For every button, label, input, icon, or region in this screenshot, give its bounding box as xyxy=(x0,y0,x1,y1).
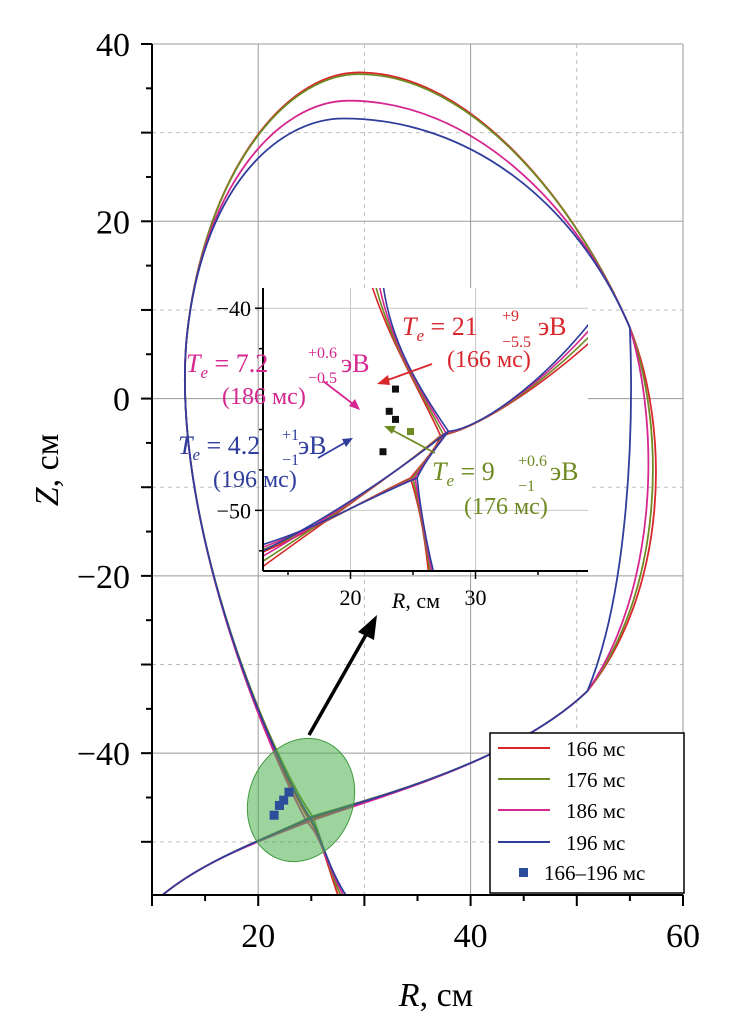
inset-measurement-point xyxy=(385,407,393,415)
inset-x-tick-label: 30 xyxy=(465,585,487,610)
svg-text:166–196 мс: 166–196 мс xyxy=(544,861,645,885)
inset-grid xyxy=(263,288,588,571)
svg-text:эВ: эВ xyxy=(341,349,370,378)
svg-text:Te = 4.2: Te = 4.2 xyxy=(178,431,260,464)
inset-strike-leg-inner xyxy=(263,477,418,546)
legend: 166 мс 176 мс 186 мс 196 мс 166–196 мс xyxy=(489,732,685,894)
legend-box xyxy=(489,732,685,894)
y-axis-label: Z, см xyxy=(29,434,66,507)
inset-measurement-point xyxy=(379,448,387,456)
svg-text:−5.5: −5.5 xyxy=(502,334,531,351)
inset-ticks: 20 30 −40 −50 xyxy=(217,296,539,610)
main-measurement-points xyxy=(269,787,294,820)
inset-upper-leg xyxy=(379,288,447,434)
x-point-highlight xyxy=(246,737,356,863)
svg-text:Te = 7.2: Te = 7.2 xyxy=(186,349,268,382)
inset-points xyxy=(379,385,414,456)
inset-lower-leg xyxy=(263,430,449,552)
inset-measurement-point xyxy=(392,415,399,423)
annotation-196: Te = 4.2 +1 −1 эВ (196 мс) xyxy=(178,427,327,493)
svg-text:−0.5: −0.5 xyxy=(308,370,337,387)
svg-text:196 мс: 196 мс xyxy=(566,831,625,855)
legend-item-186: 186 мс xyxy=(498,799,625,823)
main-ticks: 20 40 60 40 20 0 −20 −40 xyxy=(77,27,700,955)
x-tick-label: 60 xyxy=(666,918,700,955)
svg-text:(196 мс): (196 мс) xyxy=(213,467,297,493)
svg-text:176 мс: 176 мс xyxy=(566,768,625,792)
measurement-point xyxy=(284,787,294,797)
svg-text:(166 мс): (166 мс) xyxy=(447,347,531,373)
y-tick-label: −20 xyxy=(77,559,130,596)
svg-text:Te = 21: Te = 21 xyxy=(402,312,478,345)
svg-text:186 мс: 186 мс xyxy=(566,799,625,823)
inset-y-tick-label: −40 xyxy=(217,296,251,321)
legend-item-196: 196 мс xyxy=(498,831,625,855)
measurement-point xyxy=(274,800,284,810)
y-tick-label: 0 xyxy=(113,382,130,419)
inset-connector xyxy=(416,430,450,479)
svg-text:(176 мс): (176 мс) xyxy=(464,494,548,520)
annotation-166: Te = 21 +9 −5.5 эВ (166 мс) xyxy=(402,308,567,373)
legend-item-176: 176 мс xyxy=(498,768,625,792)
inset-upper-leg xyxy=(371,288,442,436)
inset-curves xyxy=(263,288,588,571)
x-tick-label: 40 xyxy=(454,918,488,955)
inset-right-leg xyxy=(448,323,588,433)
measurement-point xyxy=(279,795,289,805)
svg-text:(186 мс): (186 мс) xyxy=(222,384,306,410)
svg-text:эВ: эВ xyxy=(550,457,579,486)
legend-item-points: 166–196 мс xyxy=(519,861,645,885)
annotation-176: Te = 9 +0.6 −1 эВ (176 мс) xyxy=(432,453,579,520)
svg-text:−1: −1 xyxy=(518,478,535,495)
y-tick-label: 20 xyxy=(96,204,130,241)
x-tick-label: 20 xyxy=(241,918,275,955)
svg-text:эВ: эВ xyxy=(298,431,327,460)
y-tick-label: 40 xyxy=(96,27,130,64)
svg-text:эВ: эВ xyxy=(538,312,567,341)
inset-plot: 20 30 −40 −50 R, см Te = 21 +9 −5.5 эВ (166… xyxy=(178,288,588,613)
annotation-arrows xyxy=(317,363,436,459)
svg-text:166 мс: 166 мс xyxy=(566,737,625,761)
measurement-point xyxy=(269,810,279,820)
separatrix-196мс xyxy=(184,117,632,819)
inset-upper-leg xyxy=(375,288,444,435)
x-axis-label: R, см xyxy=(398,977,473,1014)
inset-x-axis-label: R, см xyxy=(391,588,440,613)
inset-measurement-point xyxy=(407,428,414,436)
inset-measurement-point xyxy=(392,385,399,393)
legend-item-166: 166 мс xyxy=(498,737,625,761)
svg-text:+9: +9 xyxy=(502,308,519,325)
svg-text:Te = 9: Te = 9 xyxy=(432,457,495,490)
svg-text:+0.6: +0.6 xyxy=(518,453,547,470)
y-tick-label: −40 xyxy=(77,736,130,773)
svg-text:+0.6: +0.6 xyxy=(308,345,337,362)
inset-y-tick-label: −50 xyxy=(217,498,251,523)
inset-upper-leg xyxy=(382,288,450,432)
annotation-186: Te = 7.2 +0.6 −0.5 эВ (186 мс) xyxy=(186,345,370,410)
inset-x-tick-label: 20 xyxy=(340,585,362,610)
zoom-arrow xyxy=(307,615,377,736)
svg-text:−1: −1 xyxy=(282,452,299,469)
svg-text:+1: +1 xyxy=(282,427,299,444)
inset-strike-leg xyxy=(416,477,435,571)
